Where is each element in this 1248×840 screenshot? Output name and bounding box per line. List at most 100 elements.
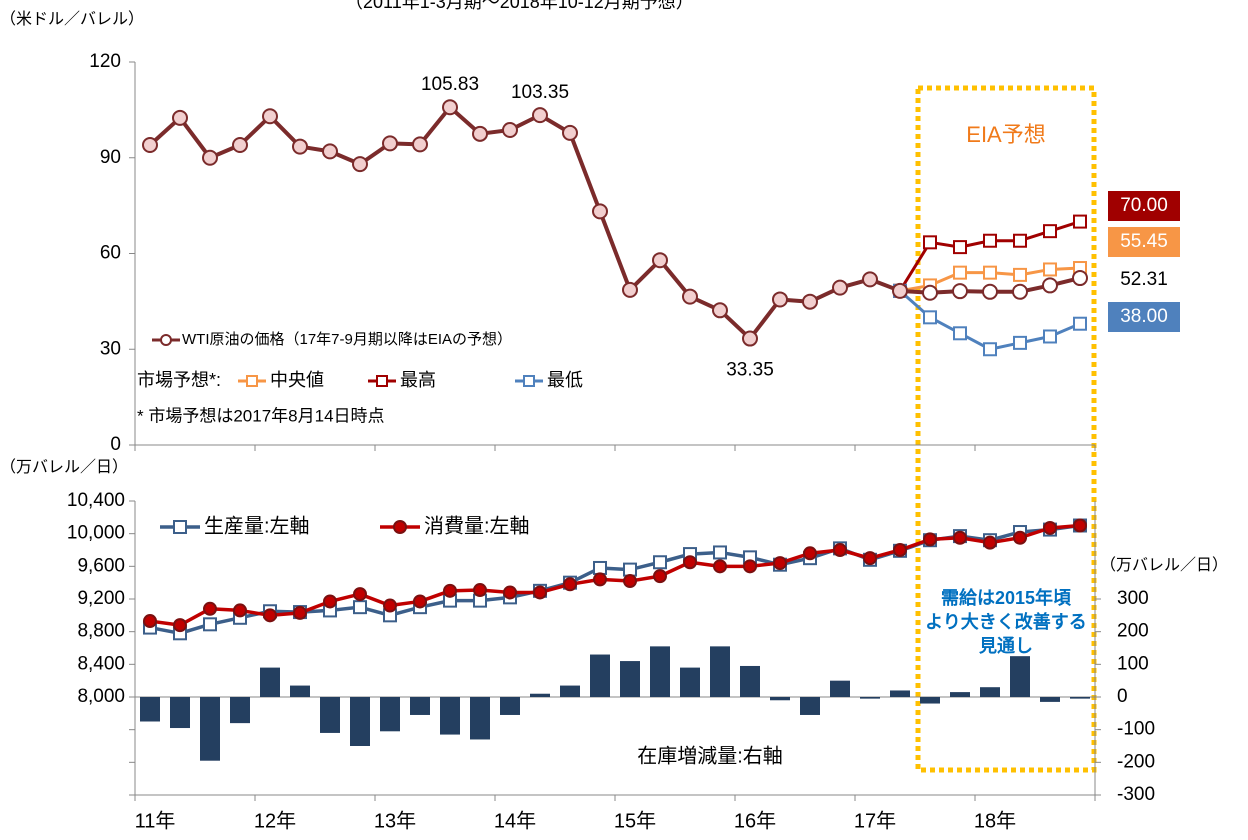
value-label: 52.31 (1120, 269, 1168, 290)
marker (953, 530, 967, 545)
marker (262, 108, 278, 125)
y2-tick-label: -100 (1117, 719, 1155, 740)
marker (172, 109, 188, 126)
marker (562, 124, 578, 141)
marker (1043, 262, 1057, 277)
marker (1013, 233, 1027, 248)
bar (500, 697, 520, 715)
y-tick-label: 9,600 (77, 555, 125, 576)
bar (1010, 656, 1030, 697)
bar (410, 697, 430, 715)
bar (890, 690, 910, 697)
marker (1013, 335, 1027, 350)
bar (830, 680, 850, 697)
x-tick-label: 17年 (854, 809, 896, 832)
legend-label: WTI原油の価格（17年7-9月期以降はEIAの予想） (182, 331, 512, 348)
legend-label: 最低 (547, 370, 583, 390)
value-label: 103.35 (511, 82, 569, 103)
annotation: EIA予想 (966, 122, 1045, 147)
y2-tick-label: 0 (1117, 686, 1128, 707)
bar (740, 665, 760, 697)
subtitle: （2011年1-3月期～2018年10-12月期予想） (345, 0, 694, 12)
y-axis-label: （米ドル／バレル） (0, 10, 144, 28)
legend-label: 最高 (400, 370, 436, 390)
marker (472, 125, 488, 142)
marker (1073, 214, 1087, 229)
marker (173, 520, 187, 534)
bar (200, 697, 220, 761)
bar (620, 661, 640, 697)
marker (922, 284, 938, 301)
annotation: 見通し (978, 636, 1033, 656)
legend-marker (246, 375, 258, 387)
bar (290, 685, 310, 697)
series-label: 在庫増減量:右軸 (637, 744, 783, 767)
marker (563, 577, 577, 592)
y-tick-label: 120 (89, 51, 121, 72)
legend-marker (523, 375, 535, 387)
y2-tick-label: -200 (1117, 751, 1155, 772)
marker (442, 99, 458, 116)
marker (923, 235, 937, 250)
marker (803, 546, 817, 561)
marker (1073, 316, 1087, 331)
marker (772, 291, 788, 308)
bar (530, 693, 550, 697)
marker (833, 543, 847, 557)
y-tick-label: 10,000 (67, 523, 125, 544)
marker (713, 559, 727, 574)
value-label-box (1108, 191, 1180, 221)
legend-label: 生産量:左軸 (204, 514, 310, 537)
y-tick-label: 90 (100, 147, 121, 168)
marker (652, 252, 668, 269)
y-tick-label: 9,200 (77, 588, 125, 609)
bar (230, 697, 250, 724)
legend-title: 市場予想*: (137, 370, 221, 390)
bar (350, 697, 370, 746)
y2-tick-label: -300 (1117, 784, 1155, 805)
marker (1043, 329, 1057, 344)
x-tick-label: 11年 (135, 809, 176, 832)
marker (622, 281, 638, 298)
bar (380, 697, 400, 732)
marker (893, 543, 907, 557)
bar (1040, 697, 1060, 702)
y2-tick-label: 300 (1117, 588, 1149, 609)
marker (383, 598, 397, 613)
value-label-box (1108, 302, 1180, 332)
bar (560, 685, 580, 697)
marker (593, 560, 607, 575)
marker (592, 203, 608, 220)
marker (892, 282, 908, 299)
bar (650, 646, 670, 697)
marker (742, 330, 758, 347)
x-tick-label: 14年 (494, 809, 536, 832)
marker (773, 556, 787, 571)
marker (623, 574, 637, 589)
marker (293, 605, 307, 620)
marker (473, 583, 487, 598)
bar (590, 654, 610, 697)
y-tick-label: 10,400 (67, 490, 125, 511)
marker (1012, 283, 1028, 300)
marker (712, 302, 728, 319)
bar (170, 697, 190, 729)
bar (800, 697, 820, 715)
marker (983, 233, 997, 248)
y-tick-label: 30 (100, 338, 121, 359)
legend-marker (160, 334, 172, 346)
marker (1043, 224, 1057, 239)
x-tick-label: 16年 (734, 809, 776, 832)
y-tick-label: 0 (110, 434, 121, 455)
bar (260, 667, 280, 697)
marker (653, 555, 667, 570)
marker (1013, 267, 1027, 282)
marker (623, 562, 637, 577)
legend-marker (376, 375, 388, 387)
marker (382, 135, 398, 152)
marker (202, 149, 218, 166)
bar (470, 697, 490, 740)
bar (440, 697, 460, 735)
y-axis-label: （万バレル／日） (0, 458, 128, 476)
